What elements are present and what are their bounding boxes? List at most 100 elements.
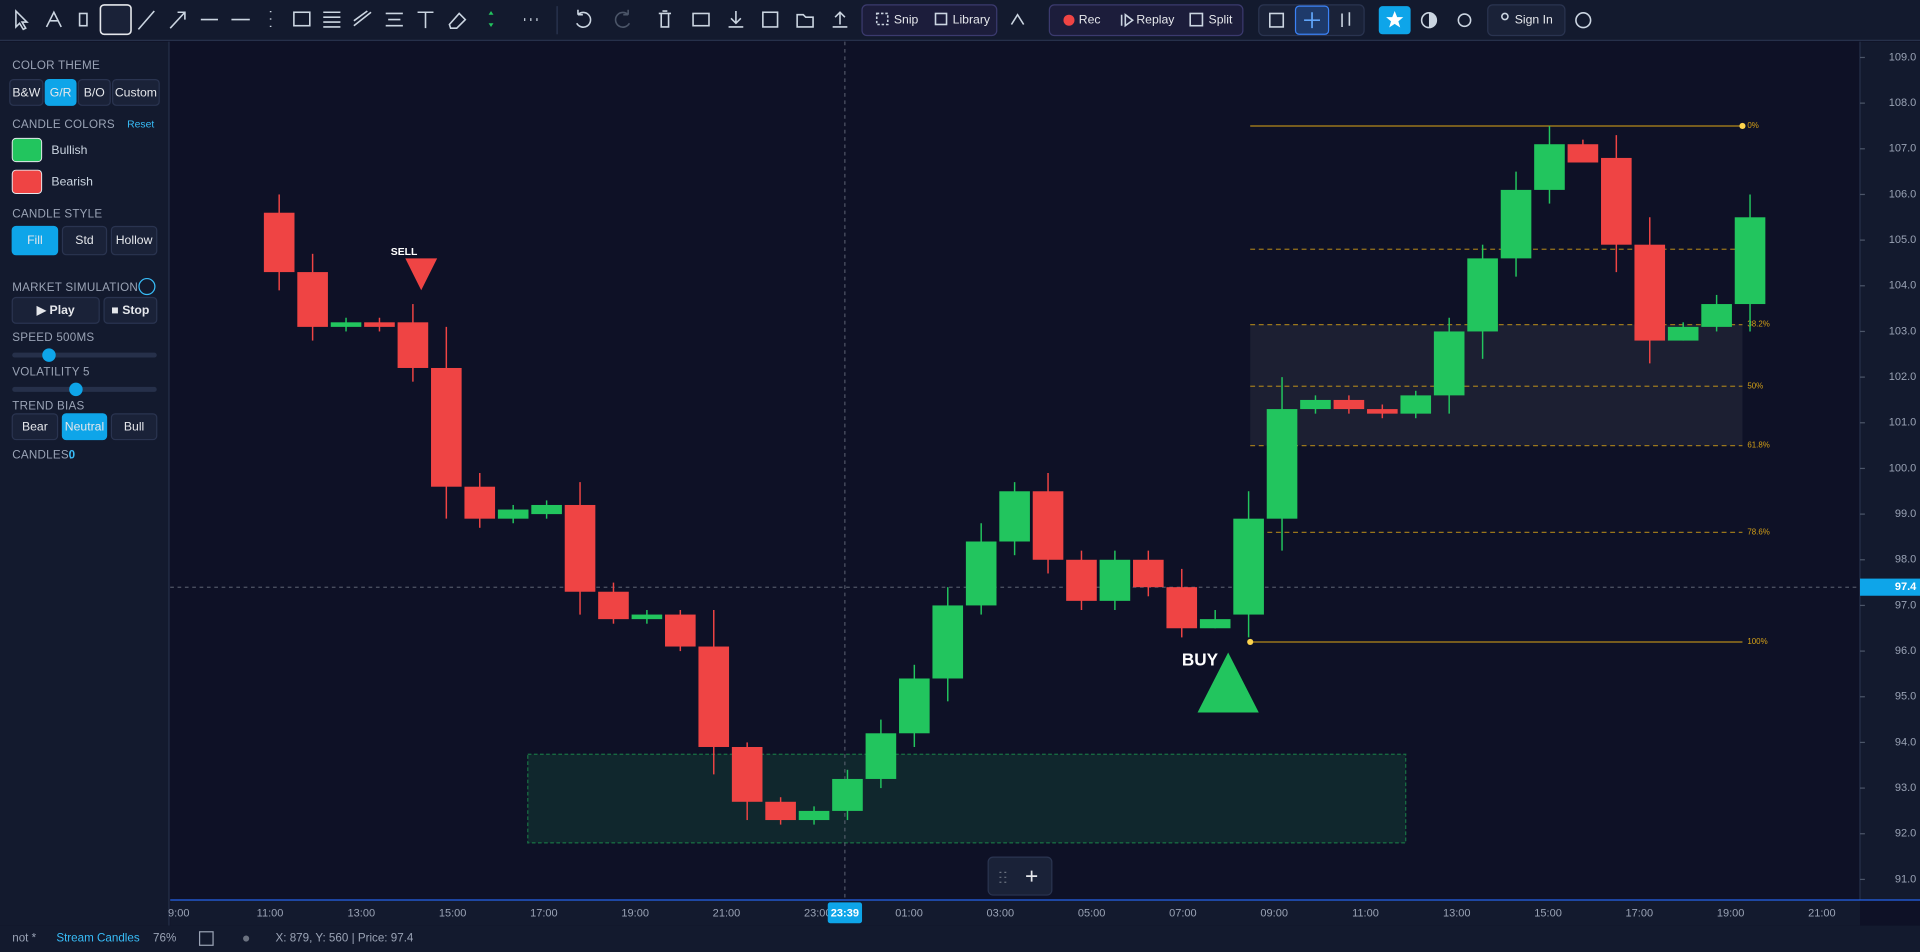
speed-knob[interactable]	[42, 348, 56, 362]
candle-body	[263, 212, 295, 273]
sign-in-box	[1487, 4, 1566, 37]
arrow-tool[interactable]	[169, 11, 186, 29]
active-tool[interactable]	[99, 4, 132, 36]
candle-body	[1233, 518, 1264, 615]
price-tick-label: 106.0	[1889, 188, 1917, 200]
stop-button[interactable]	[103, 296, 158, 324]
candle-body	[464, 486, 496, 519]
stop-label: ■ Stop	[111, 303, 149, 317]
speed-track	[12, 352, 157, 358]
rec-button[interactable]: Rec	[1079, 12, 1101, 26]
split-button[interactable]: Split	[1209, 12, 1233, 26]
time-label: 11:00	[1352, 907, 1379, 919]
grid-button[interactable]	[1269, 12, 1285, 28]
screenshot[interactable]	[692, 12, 710, 27]
fib-zone	[1250, 324, 1743, 446]
fib-label: 0%	[1747, 121, 1758, 130]
library-button[interactable]: Library	[953, 12, 991, 26]
save[interactable]	[762, 11, 779, 28]
help-button[interactable]	[1575, 12, 1592, 29]
info-icon[interactable]	[138, 277, 156, 296]
candles-count: 0	[69, 449, 75, 462]
style-button-active[interactable]	[11, 225, 59, 256]
time-cursor-box	[827, 902, 863, 924]
candle-body	[1534, 144, 1565, 190]
candle-body	[1032, 491, 1064, 560]
trend-button-active[interactable]	[61, 413, 108, 441]
rect-tool[interactable]	[293, 11, 311, 27]
candle-body	[1367, 409, 1398, 414]
time-label: 21:00	[713, 907, 741, 919]
price-tick-label: 98.0	[1895, 554, 1916, 566]
candles-button[interactable]	[1341, 12, 1351, 27]
drag-handle[interactable]	[999, 871, 1007, 883]
settings-button[interactable]	[1457, 13, 1472, 28]
eraser-tool[interactable]	[448, 12, 467, 29]
candle-body	[1199, 619, 1231, 629]
indicator-button[interactable]	[1010, 13, 1025, 25]
stream-toggle[interactable]: Stream Candles	[56, 932, 140, 945]
open[interactable]	[796, 13, 814, 28]
sell-label: SELL	[391, 247, 418, 258]
replay-button[interactable]: Replay	[1136, 12, 1175, 26]
candle-body	[431, 367, 462, 487]
reset-link[interactable]: Reset	[127, 120, 154, 131]
theme-button-active[interactable]	[44, 78, 77, 106]
candle-body	[765, 801, 796, 821]
undo[interactable]	[576, 9, 592, 28]
status-dot	[243, 935, 250, 942]
status-bar: not * Stream Candles 76% X: 879, Y: 560 …	[0, 925, 1920, 952]
volatility-knob[interactable]	[69, 382, 83, 397]
bullish-swatch[interactable]	[11, 137, 43, 163]
fib-label: 100%	[1747, 637, 1767, 646]
theme-button[interactable]	[77, 78, 111, 106]
channel-tool[interactable]	[353, 10, 372, 27]
pen-tool[interactable]	[45, 10, 62, 28]
price-tick-label: 94.0	[1895, 736, 1916, 748]
candle-body	[1433, 331, 1465, 396]
theme-button[interactable]	[9, 78, 44, 106]
fib-label: 61.8%	[1747, 441, 1770, 450]
style-button[interactable]	[110, 225, 158, 256]
time-cursor-label: 23:39	[831, 907, 859, 919]
snip-button[interactable]: Snip	[894, 12, 919, 26]
section-title: CANDLE COLORS	[12, 118, 115, 131]
candle-body	[965, 541, 997, 606]
time-label: 13:00	[1443, 907, 1471, 919]
long-short-tool[interactable]	[488, 11, 494, 27]
upload[interactable]	[832, 11, 848, 28]
range-tool[interactable]	[385, 12, 403, 27]
floating-controls	[987, 856, 1053, 896]
volatility-label: VOLATILITY 5	[12, 365, 89, 378]
fit-button[interactable]	[198, 931, 214, 946]
bearish-swatch[interactable]	[11, 169, 43, 194]
trend-button[interactable]	[110, 413, 158, 441]
candle-body	[497, 509, 529, 519]
candle-tool[interactable]	[78, 12, 88, 27]
toolbar: Snip Library Rec Replay Split Sign In	[0, 0, 1920, 42]
add-button[interactable]	[1026, 870, 1038, 882]
fib-tool[interactable]	[323, 11, 341, 28]
line-tool[interactable]	[137, 10, 155, 30]
theme-button[interactable]	[112, 78, 160, 106]
delete[interactable]	[658, 10, 672, 28]
style-button[interactable]	[61, 225, 108, 256]
trend-button[interactable]	[11, 413, 59, 441]
download[interactable]	[728, 11, 744, 28]
star-icon	[1386, 11, 1404, 28]
play-button[interactable]	[11, 296, 100, 324]
text-tool[interactable]	[417, 11, 434, 29]
price-tick-label: 96.0	[1895, 645, 1916, 657]
time-label: 11:00	[257, 907, 284, 919]
buy-label: BUY	[1182, 650, 1219, 670]
sign-in-button[interactable]: Sign In	[1515, 12, 1553, 26]
style-label: Hollow	[116, 233, 153, 247]
time-label: 21:00	[1808, 907, 1836, 919]
candle-body	[1333, 399, 1365, 410]
buy-marker	[1197, 652, 1259, 713]
trend-label: TREND BIAS	[12, 400, 84, 413]
candle-body	[1667, 326, 1699, 341]
cursor-tool[interactable]	[15, 9, 29, 31]
redo[interactable]	[614, 9, 631, 28]
